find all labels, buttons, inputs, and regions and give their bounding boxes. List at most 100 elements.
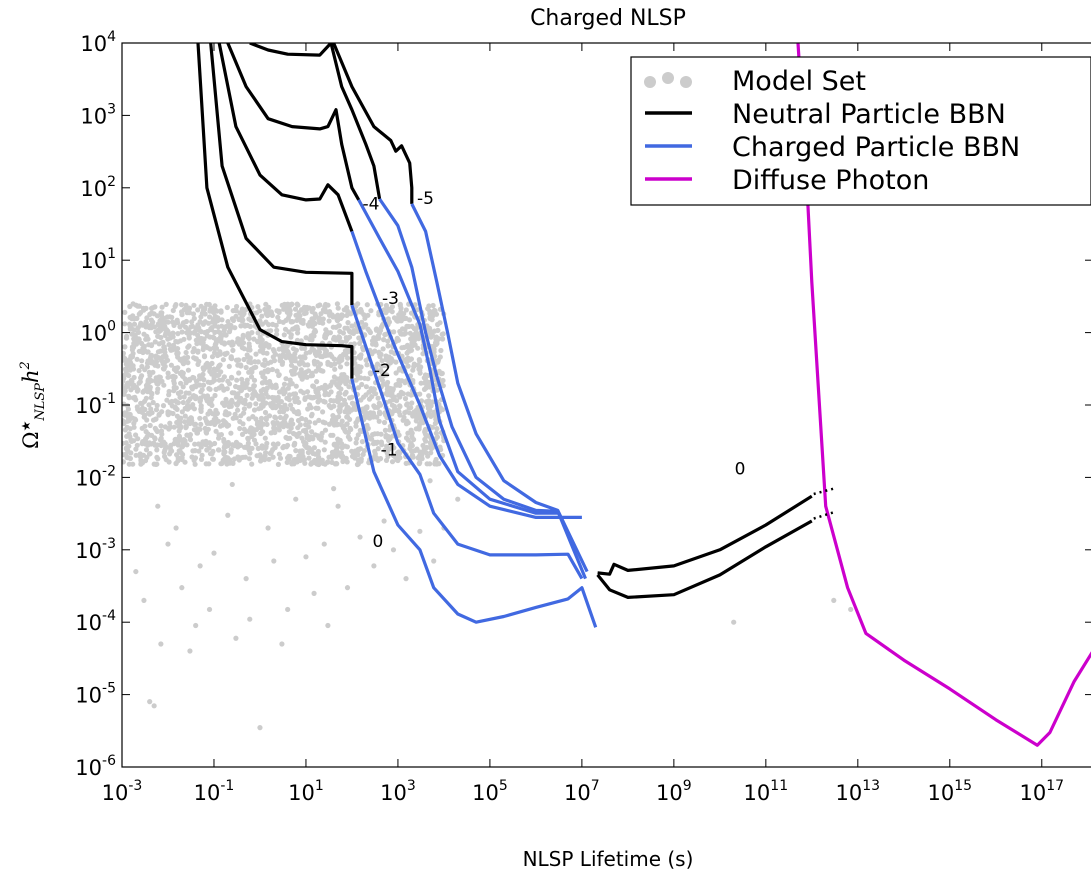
model-point xyxy=(378,439,384,445)
model-point xyxy=(239,376,245,382)
model-point xyxy=(171,424,177,430)
model-point xyxy=(177,394,183,400)
model-point xyxy=(256,406,262,412)
model-point xyxy=(224,386,230,392)
model-point xyxy=(215,329,221,335)
model-point xyxy=(178,380,184,386)
model-point xyxy=(287,392,293,398)
model-point xyxy=(134,315,140,321)
model-point xyxy=(378,431,384,437)
model-point xyxy=(122,375,127,381)
model-point xyxy=(831,597,837,604)
model-point xyxy=(434,387,440,393)
model-point xyxy=(349,323,355,329)
model-point xyxy=(262,409,269,416)
model-point xyxy=(147,370,153,376)
model-point xyxy=(141,347,147,353)
model-point xyxy=(168,347,174,353)
model-point xyxy=(303,417,309,423)
model-point xyxy=(219,340,225,346)
model-point xyxy=(233,394,239,400)
model-point xyxy=(350,406,356,412)
model-point xyxy=(176,428,182,434)
model-point xyxy=(731,619,737,625)
model-point xyxy=(277,409,283,415)
model-point xyxy=(241,406,247,412)
model-point xyxy=(287,422,293,428)
model-point xyxy=(215,364,221,370)
model-point xyxy=(396,432,402,438)
model-point xyxy=(345,434,351,440)
model-point xyxy=(191,355,197,361)
model-point xyxy=(303,374,309,380)
model-point xyxy=(199,452,205,458)
series-line-7 xyxy=(596,519,813,599)
model-point xyxy=(320,409,326,415)
model-point xyxy=(403,307,409,313)
series-line-12 xyxy=(378,198,587,580)
model-point xyxy=(336,323,342,329)
model-point xyxy=(161,449,167,456)
model-point xyxy=(122,459,126,465)
model-point xyxy=(182,413,188,419)
model-point xyxy=(161,322,167,328)
curve-label-0: -5 xyxy=(417,189,434,209)
model-point xyxy=(132,416,138,422)
model-point xyxy=(405,363,411,369)
model-point xyxy=(383,353,389,359)
model-point xyxy=(130,366,137,372)
model-point xyxy=(237,442,243,448)
model-point xyxy=(297,422,303,428)
model-point xyxy=(247,323,253,330)
model-point xyxy=(292,306,299,312)
model-point xyxy=(281,306,287,312)
model-point xyxy=(372,431,378,437)
model-point xyxy=(344,361,350,367)
model-point xyxy=(299,450,305,456)
model-point xyxy=(147,422,153,429)
model-point xyxy=(276,372,282,379)
model-point xyxy=(391,329,397,335)
model-point xyxy=(349,394,355,400)
legend-box xyxy=(630,56,1091,206)
model-point xyxy=(122,344,128,350)
model-point xyxy=(245,331,251,337)
model-point xyxy=(264,312,271,319)
model-point xyxy=(330,324,336,330)
model-point xyxy=(251,336,257,342)
model-point xyxy=(381,419,388,426)
model-point xyxy=(167,445,173,451)
model-point xyxy=(353,440,359,446)
ylabel-omega: Ω xyxy=(19,431,43,448)
model-point xyxy=(295,326,301,332)
model-point xyxy=(226,411,232,417)
model-point xyxy=(312,420,318,426)
model-point xyxy=(402,396,409,402)
model-point xyxy=(314,379,320,385)
model-point xyxy=(218,308,224,314)
model-point xyxy=(322,439,328,445)
model-point xyxy=(167,420,173,426)
model-point xyxy=(164,397,170,403)
model-point xyxy=(180,399,186,406)
model-point xyxy=(221,327,227,333)
model-point xyxy=(185,360,191,366)
model-point xyxy=(338,386,344,392)
model-point xyxy=(302,355,308,361)
model-point xyxy=(151,461,157,467)
model-point xyxy=(403,330,409,336)
model-point xyxy=(379,358,385,364)
model-point xyxy=(207,314,213,320)
model-point xyxy=(340,458,346,465)
model-point xyxy=(297,313,303,319)
model-point xyxy=(233,357,240,363)
model-point xyxy=(848,606,854,613)
model-point xyxy=(151,703,157,709)
model-point xyxy=(125,455,131,461)
model-point xyxy=(305,362,311,368)
model-point xyxy=(171,366,177,372)
model-point xyxy=(263,450,269,456)
model-point xyxy=(183,425,189,431)
model-point xyxy=(297,317,304,323)
model-point xyxy=(144,360,151,366)
